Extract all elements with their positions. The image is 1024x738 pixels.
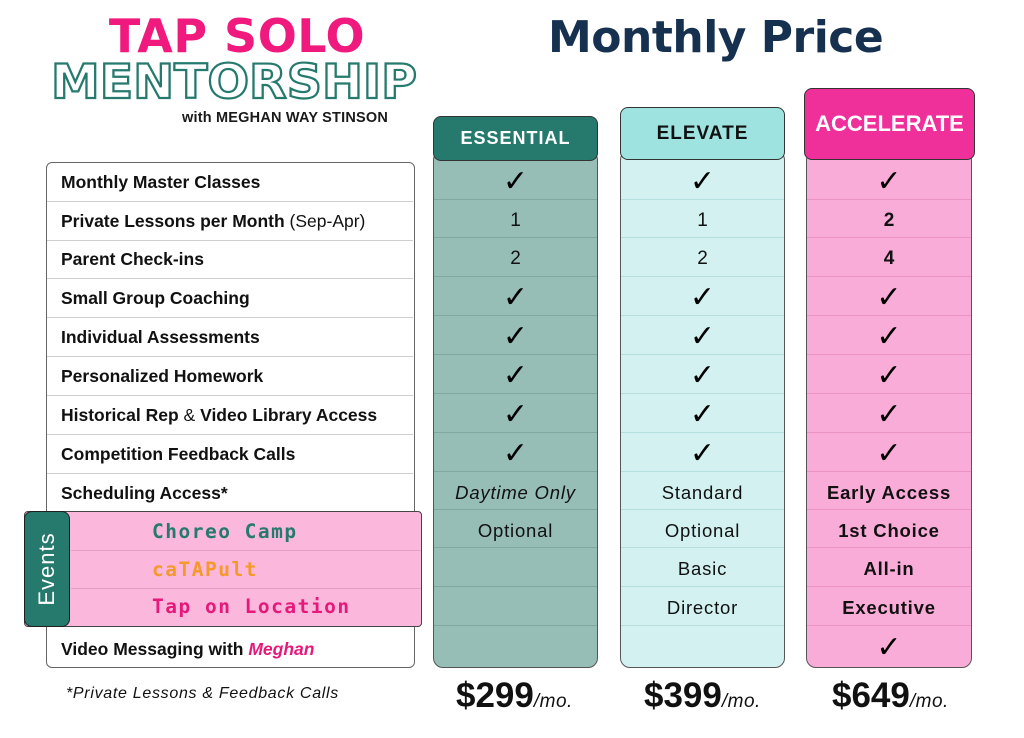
- check-icon: ✓: [807, 278, 971, 317]
- check-icon: ✓: [621, 434, 784, 473]
- tier-header-essential: ESSENTIAL: [433, 116, 598, 161]
- check-icon: ✓: [502, 280, 529, 315]
- check-icon: ✓: [502, 397, 529, 432]
- check-icon: ✓: [434, 395, 597, 434]
- footnote: *Private Lessons & Feedback Calls: [66, 685, 339, 702]
- tier-column-essential: ✓ 1 2 ✓ ✓ ✓ ✓ ✓ Daytime Only Optional: [433, 150, 598, 668]
- check-icon: ✓: [807, 628, 971, 667]
- feature-row-feedback-calls: Competition Feedback Calls: [61, 444, 296, 464]
- tier-cell-value: Daytime Only: [455, 482, 576, 503]
- logo-tap-solo: TAP SOLO: [108, 9, 366, 63]
- tier-column-accelerate: ✓ 2 4 ✓ ✓ ✓ ✓ ✓ Early Access 1st Choice All-in Exec…: [806, 150, 972, 668]
- tier-column-elevate: ✓ 1 2 ✓ ✓ ✓ ✓ ✓ Standard Optional Basic Director: [620, 150, 785, 668]
- price-essential: $299/mo.: [456, 676, 573, 715]
- tier-cell-value: Standard: [661, 482, 744, 503]
- check-icon: ✓: [434, 162, 597, 201]
- events-tab: Events: [24, 511, 70, 627]
- check-icon: ✓: [621, 356, 784, 395]
- check-icon: ✓: [434, 317, 597, 356]
- page-title: Monthly Price: [548, 12, 884, 63]
- event-choreo-camp: Choreo Camp: [152, 520, 298, 543]
- check-icon: ✓: [621, 278, 784, 317]
- feature-row-small-group: Small Group Coaching: [61, 288, 250, 308]
- tier-header-accelerate: ACCELERATE: [804, 88, 975, 160]
- check-icon: ✓: [434, 356, 597, 395]
- tier-cell-value: Director: [666, 597, 739, 618]
- tier-cell-value: 4: [883, 248, 895, 269]
- event-tap-on-location: Tap on Location: [152, 595, 351, 618]
- check-icon: ✓: [876, 280, 902, 315]
- tier-cell-value: 2: [697, 248, 708, 269]
- feature-row-assessments: Individual Assessments: [61, 327, 260, 347]
- tier-cell-value: 2: [883, 210, 895, 231]
- check-icon: ✓: [434, 434, 597, 473]
- logo-mentorship: MENTORSHIP: [50, 54, 418, 111]
- check-icon: ✓: [876, 397, 902, 432]
- check-icon: ✓: [807, 317, 971, 356]
- check-icon: ✓: [876, 436, 902, 471]
- event-catapult: caTAPult: [152, 558, 258, 581]
- tier-cell-value: 1st Choice: [838, 520, 940, 541]
- tier-cell-value: Basic: [677, 558, 728, 579]
- check-icon: ✓: [876, 164, 902, 199]
- check-icon: ✓: [621, 162, 784, 201]
- tier-cell-value: All-in: [863, 558, 915, 579]
- check-icon: ✓: [807, 356, 971, 395]
- logo-mentorship-text: MENTORSHIP: [51, 55, 417, 110]
- tier-cell-value: Early Access: [826, 482, 952, 503]
- price-accelerate: $649/mo.: [832, 676, 949, 715]
- check-icon: ✓: [807, 162, 971, 201]
- price-elevate: $399/mo.: [644, 676, 761, 715]
- tier-cell-value: Optional: [477, 520, 554, 541]
- check-icon: ✓: [876, 358, 902, 393]
- check-icon: ✓: [689, 358, 716, 393]
- check-icon: ✓: [434, 278, 597, 317]
- events-tab-label: Events: [34, 532, 59, 606]
- tier-cell-value: 2: [510, 248, 521, 269]
- feature-row-parent-checkins: Parent Check-ins: [61, 249, 204, 269]
- logo-subtitle: with MEGHAN WAY STINSON: [182, 110, 389, 126]
- check-icon: ✓: [807, 395, 971, 434]
- check-icon: ✓: [621, 395, 784, 434]
- feature-row-master-classes: Monthly Master Classes: [61, 172, 261, 192]
- tier-header-elevate: ELEVATE: [620, 107, 785, 160]
- tier-cell-value: Optional: [664, 520, 741, 541]
- feature-row-video-messaging: Video Messaging with Meghan: [61, 639, 315, 659]
- check-icon: ✓: [689, 164, 716, 199]
- feature-row-private-lessons: Private Lessons per Month (Sep-Apr): [61, 211, 366, 231]
- check-icon: ✓: [502, 358, 529, 393]
- tier-cell-value: 1: [697, 210, 708, 231]
- feature-row-homework: Personalized Homework: [61, 366, 264, 386]
- feature-row-library: Historical Rep & Video Library Access: [61, 405, 378, 425]
- check-icon: ✓: [689, 280, 716, 315]
- check-icon: ✓: [502, 319, 529, 354]
- check-icon: ✓: [621, 317, 784, 356]
- check-icon: ✓: [689, 397, 716, 432]
- check-icon: ✓: [807, 434, 971, 473]
- feature-row-scheduling: Scheduling Access*: [61, 483, 228, 503]
- check-icon: ✓: [502, 436, 529, 471]
- events-box: Choreo Camp caTAPult Tap on Location: [24, 511, 422, 627]
- check-icon: ✓: [876, 319, 902, 354]
- tier-cell-value: 1: [510, 210, 521, 231]
- check-icon: ✓: [689, 436, 716, 471]
- check-icon: ✓: [502, 164, 529, 199]
- check-icon: ✓: [876, 630, 902, 665]
- check-icon: ✓: [689, 319, 716, 354]
- tier-cell-value: Executive: [842, 597, 936, 618]
